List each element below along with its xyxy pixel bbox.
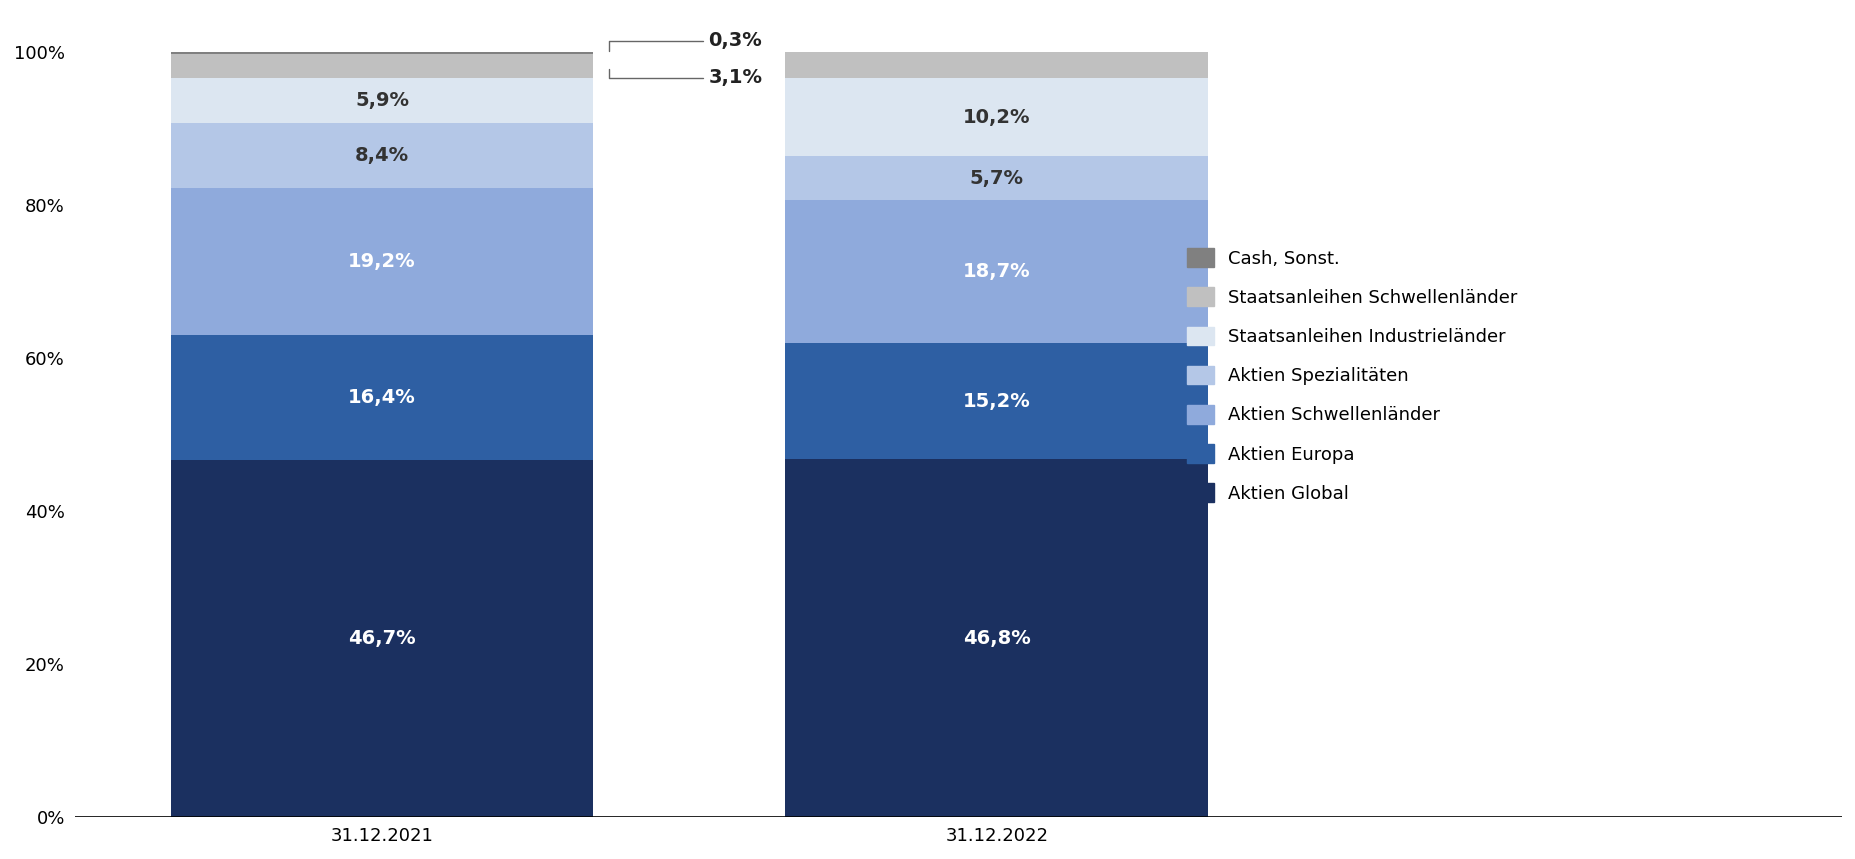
Text: 0,3%: 0,3% (608, 31, 762, 51)
Text: 5,7%: 5,7% (970, 168, 1024, 187)
Text: 15,2%: 15,2% (963, 392, 1030, 411)
Bar (785, 52, 1208, 78)
Bar (171, 460, 594, 818)
Text: 46,8%: 46,8% (963, 629, 1030, 648)
Bar (171, 187, 594, 334)
Text: 46,7%: 46,7% (349, 629, 416, 649)
Bar (785, 78, 1208, 156)
Bar (785, 343, 1208, 460)
Text: 10,2%: 10,2% (963, 107, 1030, 126)
Bar (171, 78, 594, 124)
Text: 3,1%: 3,1% (608, 68, 762, 88)
Text: 18,7%: 18,7% (963, 262, 1030, 281)
Bar (171, 52, 594, 54)
Bar (171, 54, 594, 78)
Text: 19,2%: 19,2% (349, 252, 416, 271)
Bar (171, 124, 594, 187)
Bar (171, 334, 594, 460)
Bar (785, 200, 1208, 343)
Bar (785, 460, 1208, 818)
Text: 5,9%: 5,9% (354, 91, 408, 110)
Legend: Cash, Sonst., Staatsanleihen Schwellenländer, Staatsanleihen Industrieländer, Ak: Cash, Sonst., Staatsanleihen Schwellenlä… (1180, 241, 1525, 510)
Text: 16,4%: 16,4% (349, 387, 416, 407)
Bar (785, 156, 1208, 200)
Text: 8,4%: 8,4% (354, 146, 408, 165)
